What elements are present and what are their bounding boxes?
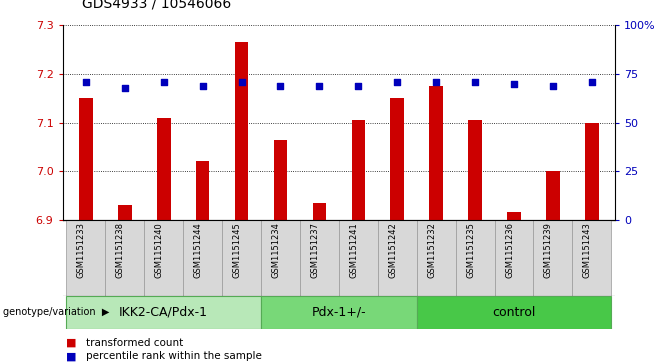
Text: GSM1151234: GSM1151234 — [272, 222, 280, 278]
Text: GSM1151241: GSM1151241 — [349, 222, 359, 278]
Bar — [196, 162, 209, 220]
Text: GSM1151238: GSM1151238 — [116, 222, 125, 278]
Text: GSM1151245: GSM1151245 — [232, 222, 241, 278]
Text: GSM1151240: GSM1151240 — [155, 222, 164, 278]
Point — [392, 79, 403, 85]
Bar — [222, 220, 261, 296]
Point — [547, 83, 558, 89]
Bar — [261, 220, 300, 296]
Bar — [79, 98, 93, 220]
Bar — [572, 220, 611, 296]
Text: GSM1151243: GSM1151243 — [583, 222, 592, 278]
Point — [236, 79, 247, 85]
Bar — [468, 120, 482, 220]
Bar — [300, 220, 339, 296]
Bar — [495, 220, 534, 296]
Bar — [417, 296, 611, 329]
Bar — [534, 220, 572, 296]
Bar — [274, 139, 288, 220]
Point — [353, 83, 364, 89]
Text: GSM1151242: GSM1151242 — [388, 222, 397, 278]
Point — [470, 79, 480, 85]
Bar — [313, 203, 326, 220]
Text: GSM1151237: GSM1151237 — [311, 222, 319, 278]
Bar — [430, 86, 443, 220]
Bar — [585, 122, 599, 220]
Bar — [455, 220, 495, 296]
Bar — [261, 296, 417, 329]
Point — [587, 79, 597, 85]
Text: genotype/variation  ▶: genotype/variation ▶ — [3, 307, 110, 317]
Bar — [351, 120, 365, 220]
Point — [80, 79, 91, 85]
Point — [197, 83, 208, 89]
Point — [314, 83, 324, 89]
Text: GDS4933 / 10546066: GDS4933 / 10546066 — [82, 0, 232, 11]
Bar — [118, 205, 132, 220]
Text: ■: ■ — [66, 338, 76, 348]
Point — [509, 81, 519, 86]
Text: GSM1151232: GSM1151232 — [427, 222, 436, 278]
Bar — [66, 220, 105, 296]
Bar — [157, 118, 170, 220]
Text: GSM1151244: GSM1151244 — [193, 222, 203, 278]
Text: Pdx-1+/-: Pdx-1+/- — [311, 306, 367, 319]
Bar — [105, 220, 144, 296]
Text: GSM1151235: GSM1151235 — [466, 222, 475, 278]
Text: GSM1151239: GSM1151239 — [544, 222, 553, 278]
Text: ■: ■ — [66, 351, 76, 362]
Bar — [417, 220, 455, 296]
Text: control: control — [492, 306, 536, 319]
Point — [431, 79, 442, 85]
Bar — [66, 296, 261, 329]
Bar — [235, 42, 248, 220]
Text: GSM1151236: GSM1151236 — [505, 222, 514, 278]
Bar — [339, 220, 378, 296]
Bar — [507, 212, 521, 220]
Text: IKK2-CA/Pdx-1: IKK2-CA/Pdx-1 — [119, 306, 208, 319]
Bar — [183, 220, 222, 296]
Point — [275, 83, 286, 89]
Point — [159, 79, 169, 85]
Bar — [378, 220, 417, 296]
Text: transformed count: transformed count — [86, 338, 183, 348]
Text: GSM1151233: GSM1151233 — [77, 222, 86, 278]
Point — [120, 85, 130, 90]
Bar — [390, 98, 404, 220]
Text: percentile rank within the sample: percentile rank within the sample — [86, 351, 261, 362]
Bar — [546, 171, 560, 220]
Bar — [144, 220, 183, 296]
